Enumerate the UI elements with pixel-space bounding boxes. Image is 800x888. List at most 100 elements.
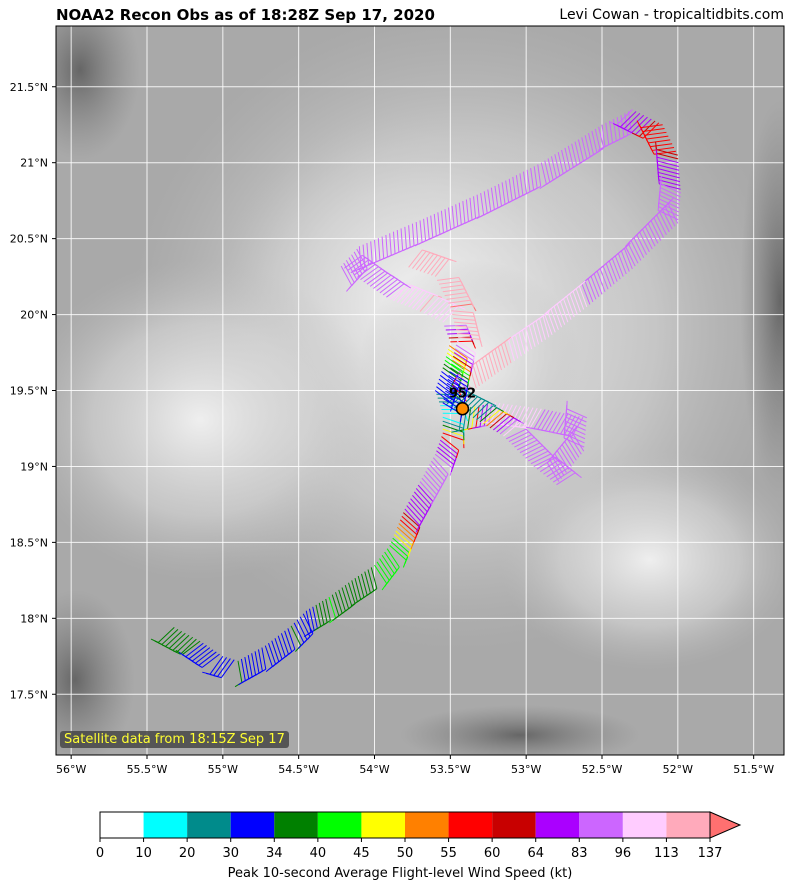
wind-barb (508, 339, 515, 361)
wind-barb (486, 411, 504, 427)
wind-barb (529, 408, 542, 428)
wind-barb (413, 491, 430, 509)
wind-barb (412, 291, 428, 309)
storm-center-marker (455, 401, 470, 416)
wind-barb (451, 205, 455, 228)
wind-barb (552, 413, 565, 433)
wind-barb (331, 594, 340, 616)
wind-barb (408, 225, 411, 248)
wind-barb (566, 408, 588, 419)
wind-barb (322, 600, 328, 623)
wind-barb (299, 616, 311, 637)
wind-barb (356, 264, 376, 278)
wind-barb (559, 301, 569, 323)
wind-barb (325, 598, 331, 621)
wind-barb (518, 406, 530, 427)
wind-barb (444, 292, 467, 297)
wind-barb (449, 371, 469, 384)
wind-barb (379, 558, 393, 578)
colorbar-bin (535, 812, 580, 838)
wind-barb (376, 276, 395, 292)
wind-barb (658, 171, 680, 179)
wind-barb (656, 149, 678, 156)
wind-barb (406, 505, 422, 523)
wind-barb (448, 375, 468, 388)
wind-barb (427, 298, 444, 316)
colorbar-bin (405, 812, 449, 838)
wind-barb (468, 400, 486, 417)
wind-barb (453, 317, 476, 321)
wind-barb (455, 325, 478, 329)
wind-barb (244, 656, 250, 679)
wind-barb (574, 141, 581, 164)
wind-barb (605, 122, 610, 145)
wind-barb (398, 523, 416, 539)
wind-barb (176, 636, 194, 653)
wind-barb (511, 434, 532, 445)
wind-barb (401, 515, 419, 532)
wind-barb (251, 653, 257, 675)
wind-barb (503, 421, 521, 437)
wind-barb (280, 633, 289, 655)
wind-barb (438, 443, 457, 458)
wind-barb (537, 409, 550, 430)
wind-barb (261, 647, 267, 670)
wind-barb (591, 130, 598, 153)
wind-barb (658, 206, 679, 217)
wind-barb-flag (472, 312, 476, 321)
wind-barb (452, 314, 475, 317)
wind-barb (598, 126, 605, 149)
wind-barb (657, 160, 679, 167)
lat-tick-label: 20.5°N (10, 233, 48, 246)
colorbar-tick-label: 55 (440, 846, 457, 861)
wind-barb (543, 462, 563, 475)
wind-barb (617, 253, 627, 275)
colorbar-tick-label: 113 (654, 846, 679, 861)
wind-barb (549, 467, 569, 480)
colorbar-bin (143, 812, 188, 838)
wind-barb (404, 508, 420, 526)
wind-barb (434, 302, 451, 319)
wind-barb-flag (455, 450, 460, 459)
wind-barb (530, 453, 551, 465)
wind-barb (436, 276, 459, 281)
wind-barb (557, 152, 564, 174)
wind-barb (439, 374, 459, 390)
wind-barb (545, 411, 557, 432)
wind-barb (366, 242, 370, 265)
wind-barb (515, 175, 520, 198)
wind-barb (533, 456, 554, 467)
wind-barb (594, 128, 601, 151)
wind-barb (572, 291, 581, 313)
wind-barb (284, 630, 293, 652)
lat-tick-label: 17.5°N (10, 688, 48, 701)
colorbar-tick-label: 137 (698, 846, 723, 861)
wind-barb (535, 320, 543, 343)
wind-barb-flag (471, 216, 480, 221)
wind-barb-flag (443, 473, 449, 482)
wind-barb (533, 166, 538, 189)
wind-barb (345, 260, 358, 280)
lat-tick-label: 21.5°N (10, 81, 48, 94)
wind-barb (392, 231, 396, 254)
wind-barb (639, 231, 650, 253)
longitude-ticks: 56°W 55.5°W 55°W 54.5°W 54°W 53.5°W 53°W 52.5°W… (56, 755, 774, 776)
colorbar-tick-label: 50 (397, 846, 414, 861)
wind-barb (454, 321, 477, 325)
wind-barb-flag (307, 633, 314, 640)
wind-barb (195, 649, 214, 664)
wind-barb (442, 432, 464, 441)
wind-barb (402, 512, 421, 528)
wind-barb (343, 262, 355, 283)
wind-barb (415, 292, 431, 311)
wind-barb (516, 439, 538, 451)
wind-barb (161, 629, 179, 645)
wind-barb (635, 118, 652, 135)
colorbar-tick-label: 34 (266, 846, 283, 861)
wind-barb (364, 571, 371, 594)
wind-barb (650, 220, 662, 241)
wind-barb (168, 632, 186, 649)
wind-barb (588, 133, 595, 155)
wind-barb (447, 378, 467, 392)
wind-barb (264, 645, 273, 667)
